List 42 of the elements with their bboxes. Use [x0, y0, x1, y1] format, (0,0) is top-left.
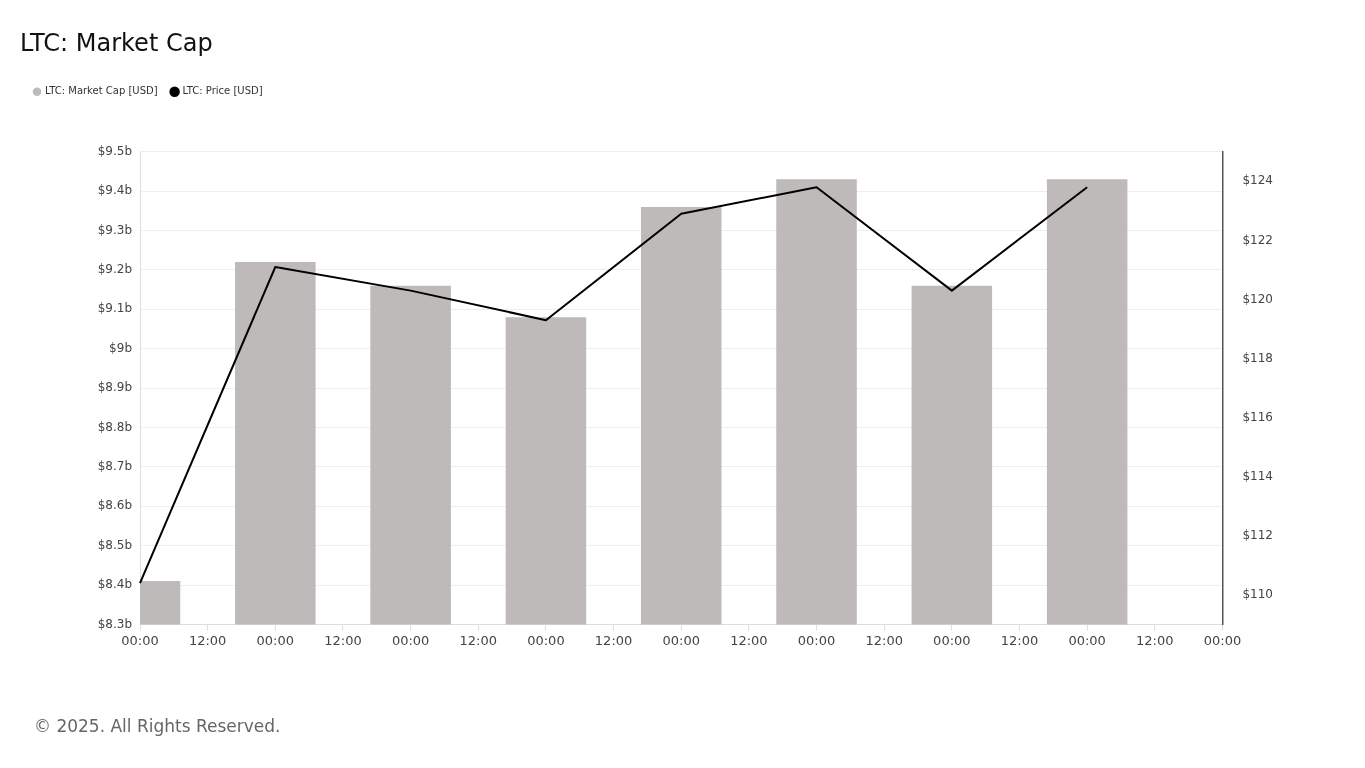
y-tick-label: $8.9b [97, 380, 132, 395]
y2-tick-label: $122 [1242, 232, 1274, 247]
y-tick-label: $9.1b [97, 301, 132, 316]
x-tick-label: 12:00 [1136, 632, 1174, 648]
y-tick-label: $8.6b [97, 498, 132, 513]
y2-tick-label: $124 [1242, 173, 1274, 188]
x-tick-label: 00:00 [391, 632, 430, 648]
y2-tick-label: $110 [1242, 586, 1274, 601]
y2-tick-label: $120 [1242, 291, 1274, 306]
y-tick-label: $8.5b [97, 537, 132, 552]
x-tick-label: 00:00 [121, 632, 159, 648]
x-tick-label: 00:00 [1203, 632, 1242, 648]
x-tick-label: 12:00 [459, 632, 497, 648]
y2-tick-label: $112 [1242, 527, 1274, 542]
y2-tick-label: $118 [1242, 350, 1274, 365]
y-tick-label: $9.4b [97, 183, 132, 198]
y-tick-label: $9.2b [97, 262, 132, 277]
x-tick-label: 12:00 [594, 632, 633, 648]
x-tick-label: 12:00 [730, 632, 768, 648]
x-tick-label: 12:00 [188, 632, 227, 648]
y2-tick-label: $116 [1242, 409, 1274, 424]
y-tick-label: $9.3b [97, 222, 132, 237]
x-tick-label: 00:00 [933, 632, 971, 648]
y-tick-label: $8.3b [97, 616, 132, 631]
chart-title: LTC: Market Cap [20, 28, 213, 57]
x-tick-label: 00:00 [527, 632, 565, 648]
x-tick-label: 12:00 [324, 632, 362, 648]
x-tick-label: 00:00 [256, 632, 295, 648]
y-tick-label: $8.7b [97, 458, 132, 473]
y2-tick-label: $114 [1242, 468, 1274, 483]
y-tick-label: $9b [109, 340, 132, 355]
legend-label: LTC: Price [USD] [182, 85, 263, 97]
x-tick-label: 12:00 [865, 632, 903, 648]
x-tick-label: 00:00 [662, 632, 700, 648]
x-tick-label: 12:00 [1000, 632, 1039, 648]
y-tick-label: $8.4b [97, 577, 132, 592]
y-tick-label: $8.8b [97, 419, 132, 434]
x-tick-label: 00:00 [797, 632, 836, 648]
legend-label: LTC: Market Cap [USD] [45, 85, 158, 97]
y-tick-label: $9.5b [97, 143, 132, 158]
x-tick-label: 00:00 [1068, 632, 1106, 648]
text: © 2025. All Rights Reserved. [34, 716, 281, 736]
